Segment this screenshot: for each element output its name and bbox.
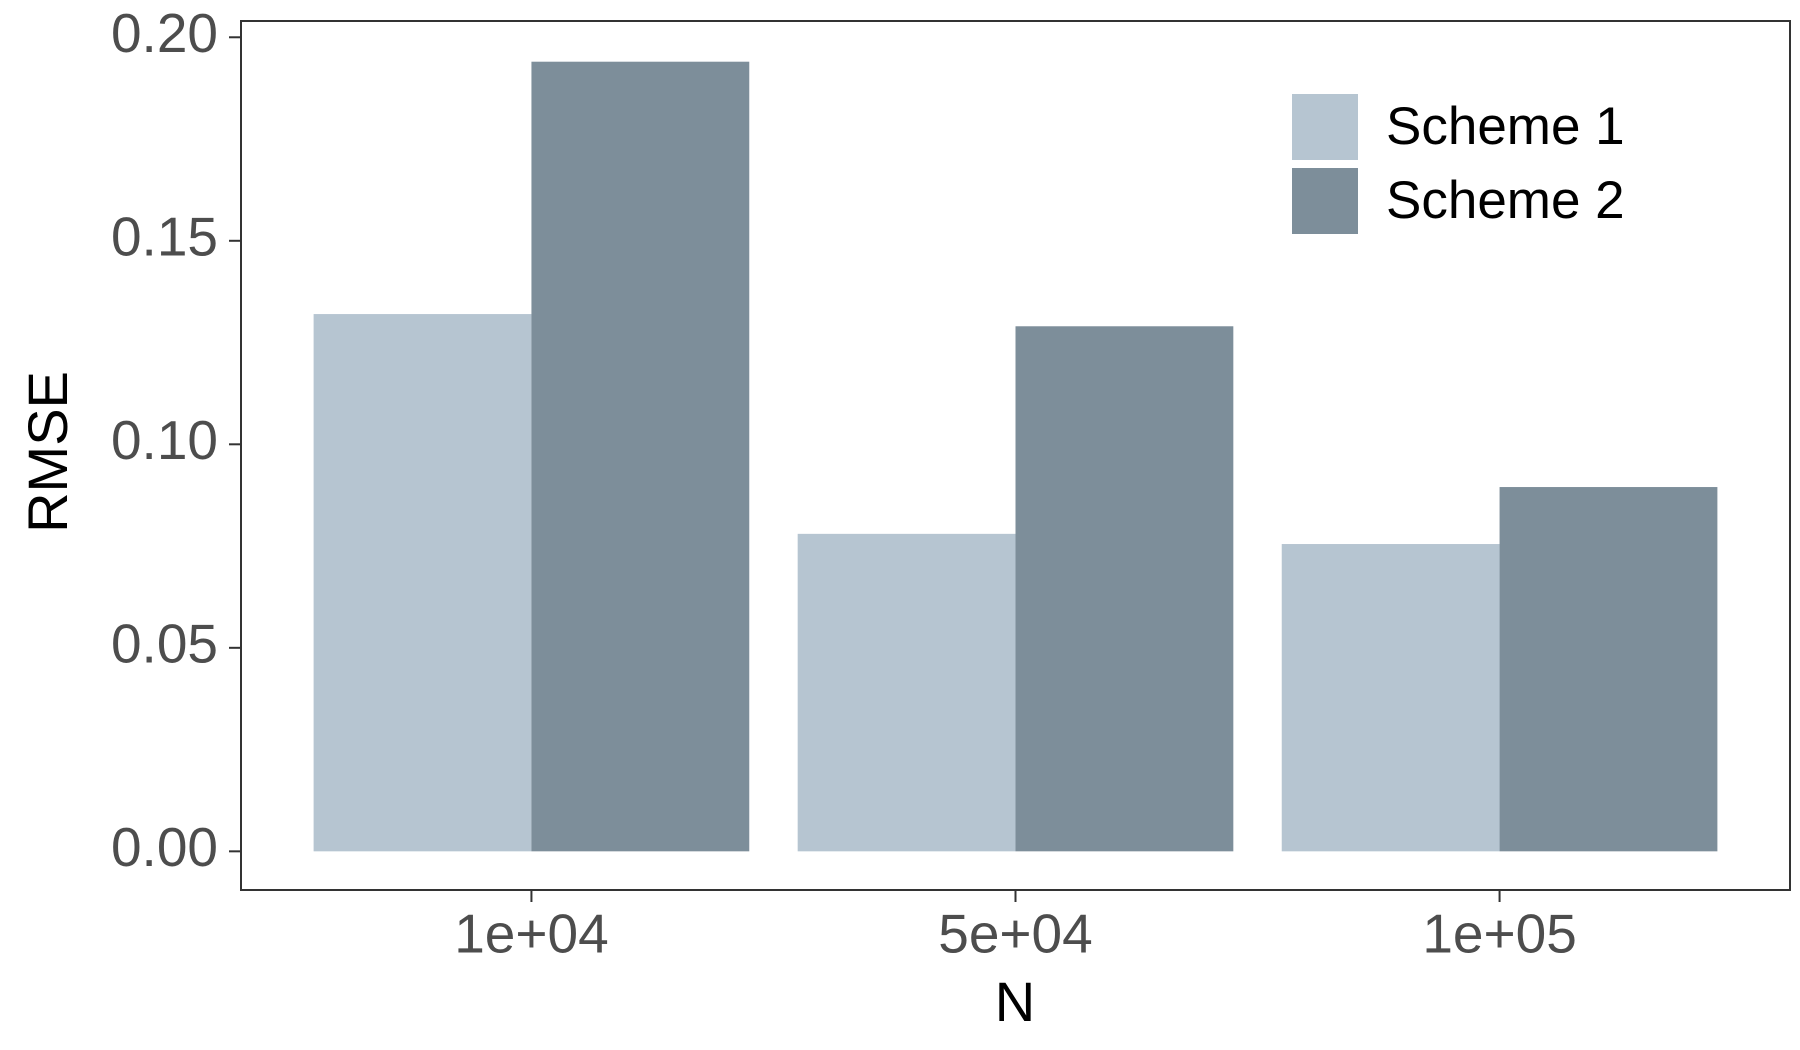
legend-label: Scheme 2 [1386, 171, 1625, 230]
x-tick-label: 5e+04 [938, 903, 1092, 965]
bar [1015, 326, 1234, 852]
y-tick-label: 0.10 [111, 409, 218, 471]
y-tick-label: 0.00 [111, 816, 218, 878]
legend-label: Scheme 1 [1386, 97, 1625, 156]
x-axis-title: N [995, 970, 1035, 1033]
bar [313, 314, 532, 852]
bar [1281, 544, 1500, 852]
y-tick-label: 0.20 [111, 2, 218, 64]
x-tick-label: 1e+05 [1422, 903, 1576, 965]
legend-key [1292, 94, 1358, 160]
x-tick-label: 1e+04 [454, 903, 608, 965]
y-axis-title: RMSE [16, 371, 79, 533]
y-tick-label: 0.05 [111, 612, 218, 674]
bar [1499, 487, 1718, 852]
legend-key [1292, 168, 1358, 234]
y-tick-label: 0.15 [111, 205, 218, 267]
bar [797, 533, 1016, 852]
bar [531, 61, 750, 852]
